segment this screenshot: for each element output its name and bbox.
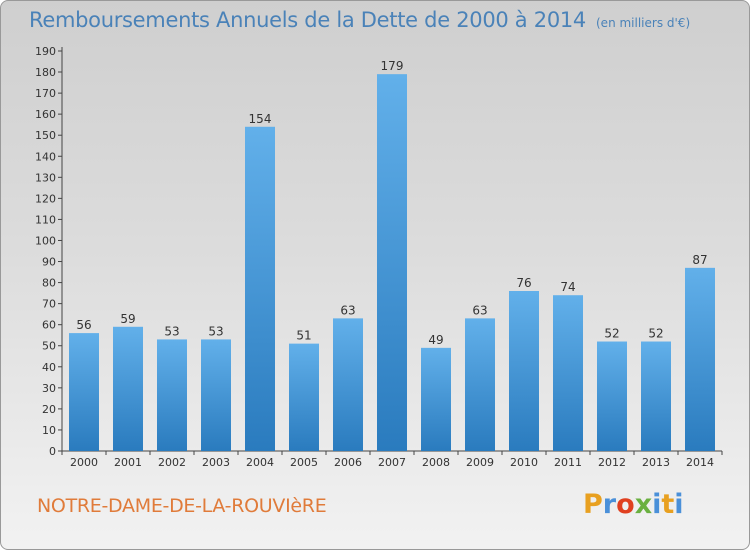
bar-2008: [421, 347, 451, 451]
data-labels: 56 59 53 53 154 51 63 179 49 63 76 74 52 52 87: [76, 59, 707, 347]
data-label-2011: 74: [560, 280, 575, 294]
brand-letter: x: [634, 489, 653, 520]
y-tick-label: 0: [49, 445, 56, 458]
x-tick-label: 2000: [70, 456, 98, 469]
x-tick-label: 2011: [554, 456, 582, 469]
data-label-2006: 63: [340, 303, 355, 317]
brand-letter: i: [652, 489, 662, 520]
brand-letter: o: [616, 489, 635, 520]
y-tick-label: 70: [42, 298, 56, 311]
y-tick-label: 110: [35, 213, 56, 226]
bar-2010: [509, 291, 539, 451]
y-tick-label: 180: [35, 66, 56, 79]
y-axis: 0 10 20 30 40 50 60 70 80 90 100 110 120 130 140 150 160…: [35, 45, 63, 458]
data-label-2007: 179: [381, 59, 404, 73]
bar-series: [69, 74, 715, 451]
y-tick-label: 60: [42, 319, 56, 332]
bar-2007: [377, 74, 407, 451]
bar-2013: [641, 341, 671, 451]
x-tick-label: 2012: [598, 456, 626, 469]
brand-letter: r: [602, 489, 617, 520]
y-tick-label: 120: [35, 192, 56, 205]
proxiti-logo: Proxiti: [583, 489, 684, 520]
y-tick-label: 40: [42, 361, 56, 374]
data-label-2014: 87: [692, 253, 707, 267]
data-label-2013: 52: [648, 327, 663, 341]
bar-2011: [553, 295, 583, 451]
x-tick-label: 2007: [378, 456, 406, 469]
y-tick-label: 80: [42, 277, 56, 290]
bar-2014: [685, 267, 715, 451]
data-label-2002: 53: [164, 324, 179, 338]
x-tick-label: 2003: [202, 456, 230, 469]
bar-2012: [597, 341, 627, 451]
x-tick-label: 2009: [466, 456, 494, 469]
y-tick-label: 90: [42, 256, 56, 269]
brand-letter: t: [661, 489, 675, 520]
bar-2006: [333, 318, 363, 451]
bar-2005: [289, 343, 319, 451]
y-tick-label: 170: [35, 87, 56, 100]
y-tick-label: 10: [42, 424, 56, 437]
x-tick-label: 2001: [114, 456, 142, 469]
chart-title: Remboursements Annuels de la Dette de 20…: [29, 8, 690, 32]
location-name: NOTRE-DAME-DE-LA-ROUVIèRE: [37, 495, 327, 517]
data-label-2005: 51: [296, 329, 311, 343]
x-tick-label: 2010: [510, 456, 538, 469]
y-tick-label: 100: [35, 234, 56, 247]
x-tick-label: 2004: [246, 456, 274, 469]
data-label-2001: 59: [120, 312, 135, 326]
bar-2000: [69, 333, 99, 451]
bar-2002: [157, 339, 187, 451]
chart-subtitle: (en milliers d'€): [596, 16, 691, 30]
x-tick-label: 2006: [334, 456, 362, 469]
y-tick-label: 140: [35, 150, 56, 163]
bar-2009: [465, 318, 495, 451]
brand-letter: P: [583, 489, 603, 520]
x-axis: 2000 2001 2002 2003 2004 2005 2006 2007 2008 2009…: [61, 450, 723, 469]
x-tick-label: 2002: [158, 456, 186, 469]
y-tick-label: 50: [42, 340, 56, 353]
y-tick-label: 160: [35, 108, 56, 121]
bar-2003: [201, 339, 231, 451]
data-label-2008: 49: [428, 333, 443, 347]
x-tick-label: 2014: [686, 456, 714, 469]
y-tick-label: 190: [35, 45, 56, 58]
title-text: Remboursements Annuels de la Dette de 20…: [29, 8, 586, 32]
data-label-2010: 76: [516, 276, 531, 290]
data-label-2003: 53: [208, 324, 223, 338]
data-label-2004: 154: [249, 112, 272, 126]
data-label-2000: 56: [76, 318, 91, 332]
brand-letter: i: [674, 489, 684, 520]
data-label-2009: 63: [472, 303, 487, 317]
y-tick-label: 20: [42, 403, 56, 416]
x-tick-label: 2005: [290, 456, 318, 469]
bar-2004: [245, 126, 275, 451]
x-tick-label: 2013: [642, 456, 670, 469]
y-tick-label: 150: [35, 129, 56, 142]
bar-2001: [113, 326, 143, 451]
data-label-2012: 52: [604, 327, 619, 341]
x-tick-label: 2008: [422, 456, 450, 469]
y-tick-label: 30: [42, 382, 56, 395]
y-tick-label: 130: [35, 171, 56, 184]
